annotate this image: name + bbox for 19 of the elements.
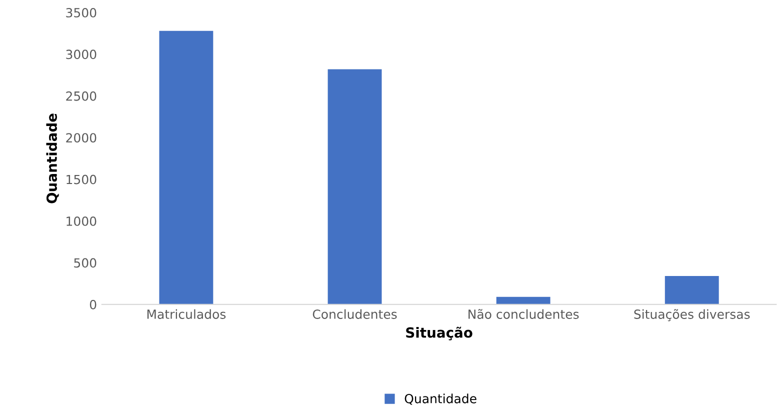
y-tick-label: 500: [74, 258, 96, 268]
x-tick-label: Matriculados: [147, 309, 226, 319]
bar: [328, 69, 382, 304]
bar: [496, 296, 550, 304]
y-tick-label: 2000: [66, 133, 96, 143]
y-axis-title: Quantidade: [46, 114, 59, 204]
x-axis-title: Situação: [406, 326, 472, 340]
y-tick-label: 3000: [66, 50, 96, 60]
y-tick-label: 0: [90, 300, 96, 310]
x-tick-label: Não concludentes: [468, 309, 579, 319]
y-tick-label: 3500: [66, 8, 96, 18]
legend-label: Quantidade: [404, 394, 476, 405]
bar: [159, 30, 214, 304]
y-tick-label: 2500: [66, 91, 96, 101]
x-tick-label: Situações diversas: [634, 309, 750, 322]
x-tick-label: Concludentes: [312, 309, 397, 319]
y-tick-label: 1000: [66, 216, 96, 226]
bar: [664, 276, 719, 304]
y-tick-label: 1500: [66, 174, 96, 184]
